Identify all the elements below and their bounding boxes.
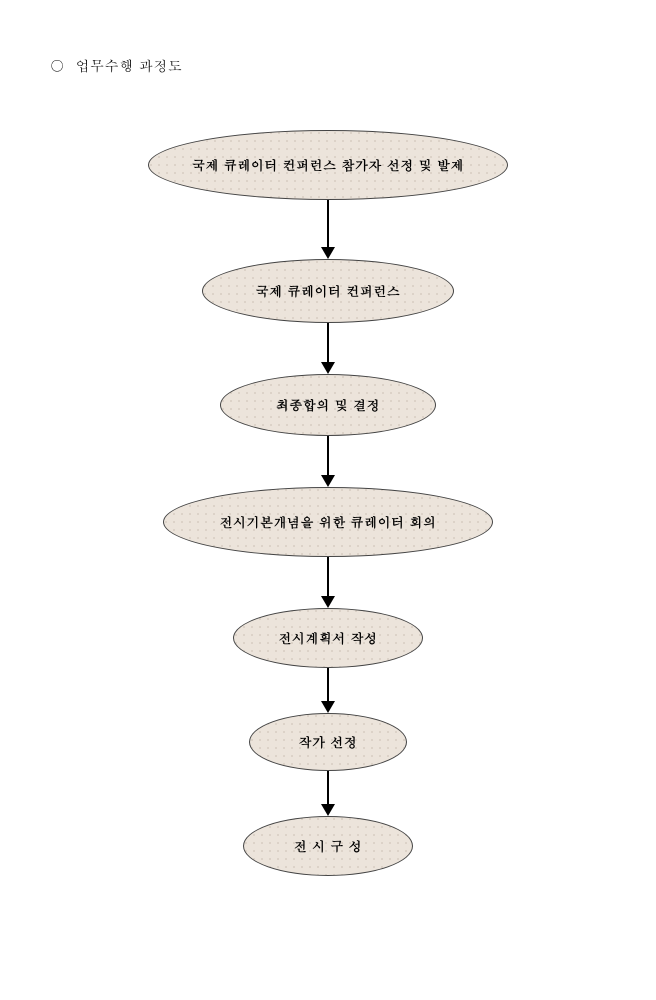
arrow-head-icon [321, 804, 335, 816]
arrow-shaft [327, 771, 329, 805]
flow-arrow [321, 323, 335, 374]
flowchart: 국제 큐레이터 컨퍼런스 참가자 선정 및 발제국제 큐레이터 컨퍼런스최종합의… [0, 130, 656, 876]
arrow-head-icon [321, 362, 335, 374]
arrow-head-icon [321, 596, 335, 608]
flow-node-label: 전시기본개념을 위한 큐레이터 회의 [220, 514, 437, 531]
flow-node: 전시기본개념을 위한 큐레이터 회의 [163, 487, 493, 557]
arrow-head-icon [321, 475, 335, 487]
flow-arrow [321, 436, 335, 487]
flow-arrow [321, 771, 335, 816]
flow-node: 전 시 구 성 [243, 816, 413, 876]
arrow-head-icon [321, 247, 335, 259]
title-marker-icon: ○ [50, 55, 65, 75]
arrow-shaft [327, 668, 329, 702]
title-text: 업무수행 과정도 [76, 55, 183, 75]
arrow-shaft [327, 323, 329, 363]
arrow-shaft [327, 200, 329, 248]
arrow-shaft [327, 557, 329, 597]
flow-arrow [321, 200, 335, 259]
flow-node: 최종합의 및 결정 [220, 374, 436, 436]
arrow-head-icon [321, 701, 335, 713]
flow-node: 국제 큐레이터 컨퍼런스 [202, 259, 454, 323]
flow-node-label: 최종합의 및 결정 [276, 397, 380, 414]
flow-node-label: 국제 큐레이터 컨퍼런스 [256, 283, 401, 300]
flow-node-label: 작가 선정 [299, 734, 358, 751]
flow-node: 작가 선정 [249, 713, 407, 771]
flow-node: 전시계획서 작성 [233, 608, 423, 668]
flow-node-label: 전 시 구 성 [294, 838, 363, 855]
flow-node-label: 국제 큐레이터 컨퍼런스 참가자 선정 및 발제 [192, 157, 464, 174]
flow-node-label: 전시계획서 작성 [278, 630, 377, 647]
arrow-shaft [327, 436, 329, 476]
flow-node: 국제 큐레이터 컨퍼런스 참가자 선정 및 발제 [148, 130, 508, 200]
flow-arrow [321, 668, 335, 713]
flow-arrow [321, 557, 335, 608]
page: ○ 업무수행 과정도 국제 큐레이터 컨퍼런스 참가자 선정 및 발제국제 큐레… [0, 0, 656, 1000]
page-title: ○ 업무수행 과정도 [50, 55, 182, 75]
